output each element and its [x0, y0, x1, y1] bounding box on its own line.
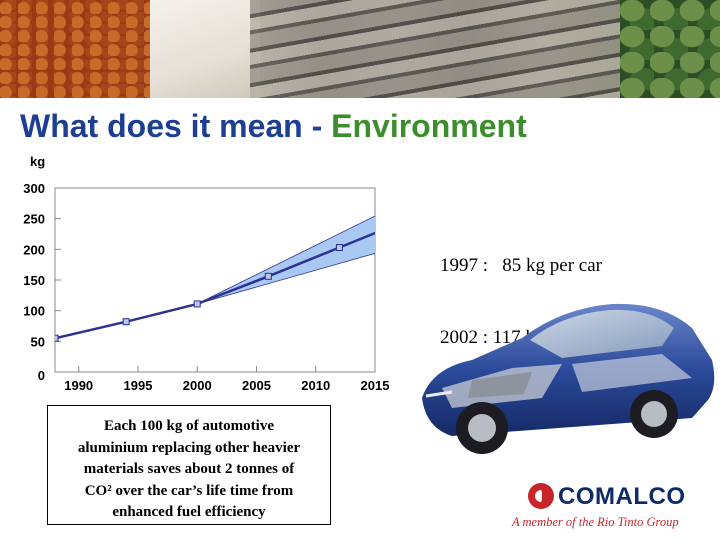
infobox-line: enhanced fuel efficiency	[112, 504, 266, 520]
data-point	[122, 318, 130, 326]
title-main: What does it mean -	[20, 108, 332, 144]
logo-tagline: A member of the Rio Tinto Group	[512, 515, 679, 529]
data-point	[193, 300, 201, 308]
infobox-line: materials saves about 2 tonnes of	[83, 461, 295, 477]
x-axis-ticks: 1990 1995 2000 2005 2010 2015	[64, 378, 389, 393]
x-tick-label: 2005	[242, 378, 271, 393]
forecast-band-area	[197, 215, 375, 305]
plot-area	[54, 187, 376, 373]
y-axis-unit-label: kg	[30, 154, 46, 169]
alumina-powder-image	[150, 0, 260, 98]
foliage-image	[620, 0, 720, 98]
note-1997: 1997 : 85 kg per car	[440, 255, 602, 276]
car-cutaway-image	[422, 303, 715, 454]
header-banner-image	[0, 0, 720, 98]
x-tick-label: 2000	[183, 378, 212, 393]
y-axis-ticks: 300 250 200 150 100 50 0	[23, 181, 45, 383]
series-line	[55, 231, 375, 340]
y-tick-label: 100	[23, 304, 45, 319]
y-tick-label: 250	[23, 212, 45, 227]
chart-series	[55, 216, 410, 342]
data-point	[408, 216, 410, 222]
data-point	[55, 334, 59, 342]
x-tick-label: 2010	[301, 378, 330, 393]
comalco-mark-icon	[528, 483, 554, 509]
data-point	[335, 243, 343, 251]
page-title: What does it mean - Environment	[20, 108, 527, 145]
infobox-line: CO² over the car’s life time from	[84, 482, 294, 499]
chart-grid	[54, 187, 376, 373]
title-accent: Environment	[331, 108, 527, 144]
y-tick-label: 300	[23, 181, 45, 196]
bauxite-ore-image	[0, 0, 150, 98]
y-tick-label: 150	[23, 273, 45, 288]
comalco-logo: COMALCO A member of the Rio Tinto Group	[512, 483, 712, 533]
y-tick-label: 0	[38, 368, 45, 383]
y-tick-label: 50	[31, 334, 45, 349]
y-tick-label: 200	[23, 242, 45, 257]
x-tick-label: 1990	[64, 378, 93, 393]
forecast-band	[197, 215, 375, 305]
x-tick-label: 1995	[124, 378, 153, 393]
infobox-line: Each 100 kg of automotive	[104, 418, 274, 434]
aluminium-ingots-image	[250, 0, 630, 98]
logo-name: COMALCO	[558, 483, 686, 510]
x-tick-label: 2015	[361, 378, 390, 393]
infobox-line: aluminium replacing other heavier	[77, 439, 301, 456]
data-point	[264, 272, 272, 280]
aluminium-per-car-chart: 300 250 200 150 100 50 0 1990 1995 2000 2005 2010 2…	[23, 181, 410, 393]
fuel-efficiency-infobox: Each 100 kg of automotive aluminium repl…	[47, 405, 331, 525]
